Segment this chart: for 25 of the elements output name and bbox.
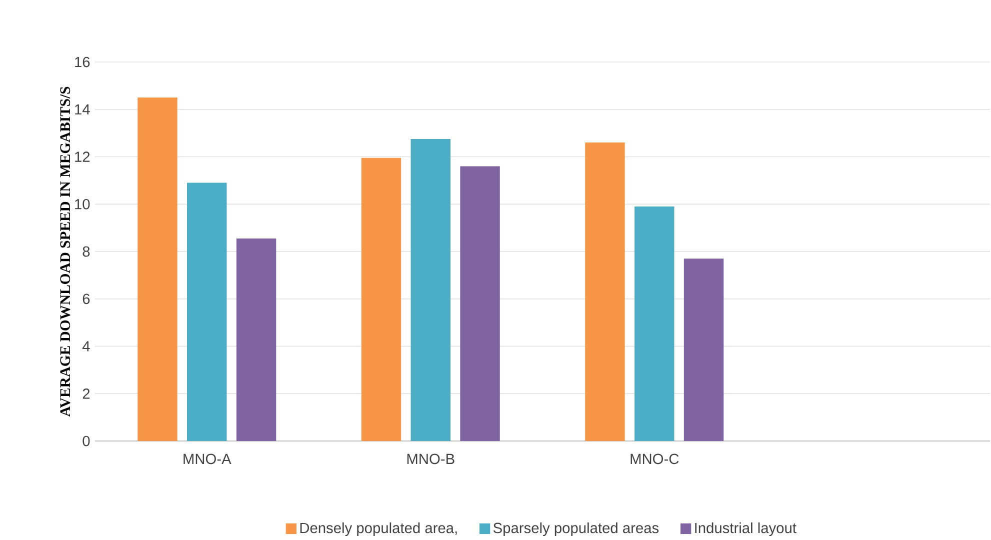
bar (684, 258, 724, 441)
y-tick-label: 8 (82, 246, 90, 257)
y-axis-title: AVERAGE DOWNLOAD SPEED IN MEGABITS/S (60, 86, 70, 416)
y-tick-label: 4 (82, 341, 90, 352)
bar (187, 182, 227, 441)
legend-label: Sparsely populated areas (493, 522, 659, 536)
bar (460, 166, 500, 441)
bar (410, 138, 450, 441)
y-tick-label: 0 (82, 436, 90, 446)
x-tick-label: MNO-C (630, 454, 679, 464)
bar (361, 158, 402, 441)
bar (634, 206, 674, 441)
y-tick-label: 16 (75, 56, 90, 68)
y-tick-label: 12 (75, 151, 90, 162)
x-tick-label: MNO-A (184, 454, 232, 464)
bar (236, 238, 276, 441)
y-tick-label: 10 (75, 198, 90, 210)
legend-label: Densely populated area, (300, 522, 457, 536)
y-tick-label: 14 (75, 104, 90, 114)
bar (585, 142, 625, 441)
legend-label: Industrial layout (695, 522, 796, 536)
y-tick-label: 2 (82, 388, 90, 399)
y-tick-label: 6 (82, 294, 90, 304)
bar (138, 97, 178, 441)
x-tick-label: MNO-B (407, 454, 454, 464)
